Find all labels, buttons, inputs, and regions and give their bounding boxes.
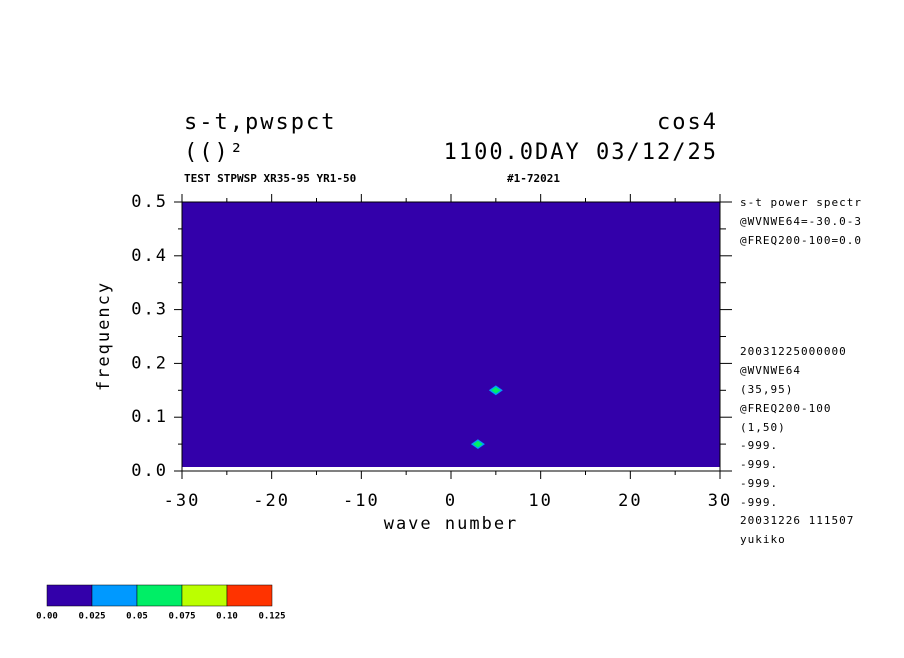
colorbar-box [226,584,273,607]
annotation: 20031226 111507 [740,514,854,527]
annotation: -999. [740,477,778,490]
annotation: yukiko [740,533,786,546]
y-tick-label: 0.5 [131,192,168,212]
y-tick-label: 0.2 [131,353,168,373]
colorbar-box [46,584,93,607]
x-tick-label: -10 [343,491,380,511]
annotation: -999. [740,439,778,452]
x-tick-label: -30 [164,491,201,511]
x-tick-label: -20 [253,491,290,511]
annotation: (1,50) [740,421,786,434]
annotation: -999. [740,458,778,471]
y-tick-label: 0.1 [131,407,168,427]
x-axis-label: wave number [384,514,519,534]
title-right: cos4 [657,110,718,135]
annotation: 20031225000000 [740,345,847,358]
annotation: @FREQ200-100=0.0 [740,234,862,247]
annotation: @WVNWE64 [740,364,801,377]
caption: TEST STPWSP XR35-95 YR1-50 [184,172,356,185]
colorbar-box [91,584,138,607]
subtitle-right: 1100.0DAY 03/12/25 [444,140,718,165]
x-tick-label: 30 [708,491,732,511]
contour-fill [182,202,720,467]
annotation: @FREQ200-100 [740,402,831,415]
colorbar-label: 0.025 [78,612,105,622]
annotation: s-t power spectr [740,196,862,209]
colorbar-label: 0.125 [258,612,285,622]
colorbar-label: 0.075 [168,612,195,622]
colorbar-box [136,584,183,607]
y-tick-label: 0.3 [131,300,168,320]
y-tick-label: 0.0 [131,461,168,481]
y-tick-label: 0.4 [131,246,168,266]
peak [473,440,483,448]
x-tick-label: 20 [618,491,642,511]
annotation: @WVNWE64=-30.0-3 [740,215,862,228]
title: s-t,pwspct [184,110,336,135]
colorbar-label: 0.05 [126,612,148,622]
annotation: (35,95) [740,383,793,396]
subtitle: (()² [184,140,245,165]
x-tick-label: 10 [528,491,552,511]
colorbar-box [181,584,228,607]
peak [491,386,501,394]
x-tick-label: 0 [445,491,457,511]
colorbar-label: 0.00 [36,612,58,622]
y-axis-label: frequency [94,281,114,391]
caption-right: #1-72021 [507,172,560,185]
colorbar-label: 0.10 [216,612,238,622]
annotation: -999. [740,496,778,509]
